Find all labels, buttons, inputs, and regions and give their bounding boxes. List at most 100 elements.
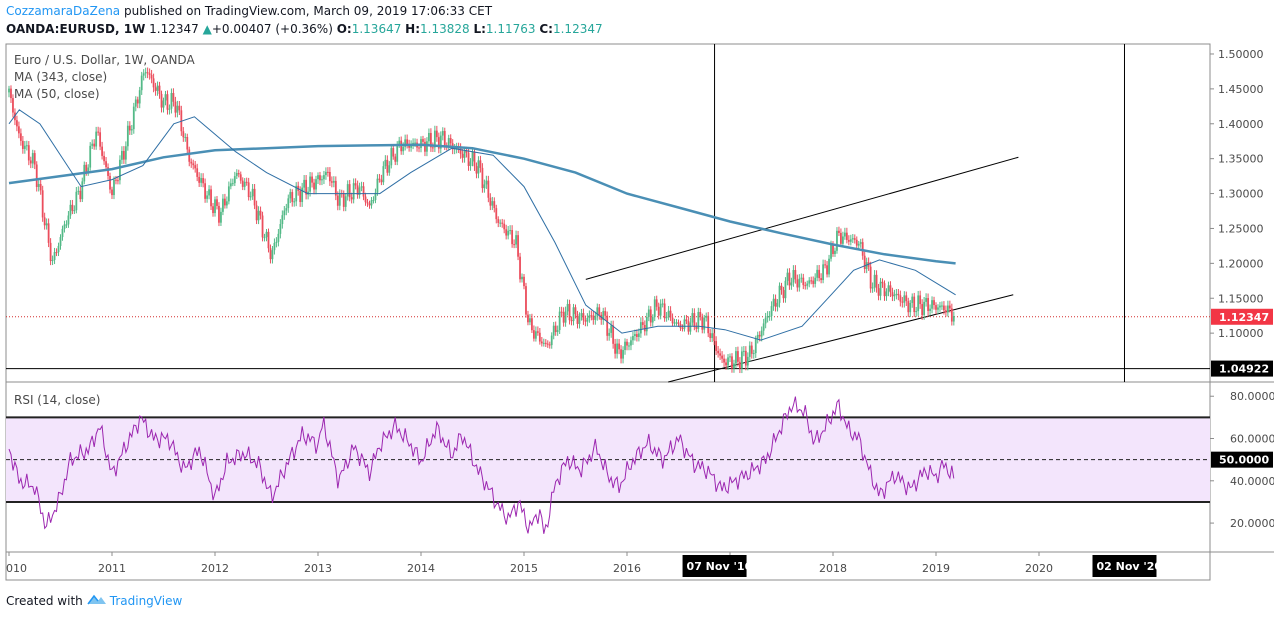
candle-up: [661, 303, 664, 305]
candle-up: [651, 317, 654, 323]
candle-down: [328, 171, 331, 182]
candle-up: [293, 201, 296, 203]
candle-up: [168, 108, 171, 110]
candle-up: [130, 129, 133, 131]
candle-down: [475, 166, 478, 174]
channel-trendline: [585, 156, 1019, 280]
candle-down: [919, 295, 922, 305]
candle-down: [847, 239, 850, 242]
candle-down: [546, 343, 549, 345]
candle-down: [523, 276, 525, 287]
candle-up: [691, 313, 694, 323]
candle-down: [467, 152, 470, 166]
candle-up: [509, 230, 512, 232]
candle-down: [717, 350, 720, 354]
candle-down: [883, 283, 886, 297]
candle-down: [247, 182, 250, 198]
candle-up: [332, 180, 335, 183]
rsi-current-label: 50.0000: [1219, 454, 1269, 467]
candle-up: [608, 332, 611, 336]
ma-343-line: [8, 143, 956, 265]
candle-down: [224, 198, 226, 206]
candle-up: [865, 262, 868, 269]
open-label: O:: [336, 22, 352, 36]
legend-title: Euro / U.S. Dollar, 1W, OANDA: [14, 53, 195, 67]
candle-up: [917, 295, 920, 312]
candle-up: [317, 175, 319, 180]
candle-down: [570, 320, 573, 322]
time-marker-label: 07 Nov '16: [687, 560, 753, 573]
candle-down: [641, 322, 644, 325]
author-link[interactable]: CozzamaraDaZena: [6, 4, 121, 18]
candle-down: [259, 210, 262, 216]
candle-up: [69, 204, 72, 216]
price-tick-label: 1.20000: [1218, 257, 1264, 270]
candle-down: [291, 192, 294, 202]
candle-down: [913, 296, 916, 313]
candle-up: [632, 336, 634, 341]
candle-down: [723, 358, 725, 363]
candle-up: [893, 294, 896, 297]
candle-up: [552, 325, 555, 336]
candle-up: [346, 184, 349, 197]
time-tick-label: 2018: [819, 562, 847, 575]
candle-up: [665, 316, 668, 319]
legend-ma-50: MA (50, close): [14, 87, 100, 101]
candle-down: [216, 199, 218, 206]
candle-up: [507, 230, 510, 236]
candle-down: [39, 183, 42, 191]
candle-up: [31, 153, 34, 164]
candle-up: [727, 357, 729, 366]
candle-up: [946, 305, 949, 313]
candle-up: [768, 315, 771, 317]
tradingview-link[interactable]: TradingView: [109, 593, 183, 608]
candle-up: [404, 139, 407, 147]
candle-down: [853, 238, 856, 240]
candle-up: [132, 106, 135, 130]
candle-down: [122, 150, 125, 160]
candle-up: [816, 269, 819, 278]
candle-down: [701, 316, 704, 330]
candle-up: [558, 311, 561, 331]
candle-down: [12, 98, 14, 113]
candle-down: [394, 156, 397, 162]
candle-down: [174, 101, 177, 113]
candle-up: [352, 183, 355, 200]
last-price-label: 1.12347: [1219, 311, 1269, 324]
candle-up: [338, 193, 341, 206]
time-marker-box: [682, 555, 747, 577]
candle-down: [194, 165, 197, 169]
candle-down: [707, 315, 710, 334]
candle-down: [350, 197, 353, 200]
rsi-current-label-box: [1211, 451, 1273, 468]
candle-up: [766, 315, 769, 318]
candle-down: [261, 215, 264, 238]
candle-up: [287, 198, 290, 209]
candle-up: [289, 192, 292, 199]
time-tick-label: 2019: [922, 562, 950, 575]
candle-down: [574, 307, 577, 315]
candle-down: [620, 349, 622, 359]
created-with-text: Created with: [6, 593, 83, 608]
candle-up: [315, 179, 317, 190]
candle-down: [838, 230, 840, 233]
rsi-tick-label: 60.0000: [1230, 433, 1274, 446]
last-price-label-box: [1211, 308, 1273, 325]
candle-down: [699, 311, 702, 317]
candle-up: [396, 144, 399, 162]
candle-up: [376, 178, 379, 193]
candle-down: [681, 328, 684, 330]
candle-down: [406, 139, 409, 145]
candle-down: [210, 189, 212, 207]
candle-down: [430, 132, 432, 148]
candle-down: [750, 345, 753, 354]
time-tick-label: 2012: [201, 562, 229, 575]
candle-up: [184, 137, 187, 139]
candle-down: [657, 306, 660, 316]
candle-up: [542, 342, 545, 344]
candle-up: [285, 208, 288, 211]
candle-up: [134, 99, 137, 107]
candle-up: [119, 159, 121, 181]
candle-down: [479, 160, 482, 168]
